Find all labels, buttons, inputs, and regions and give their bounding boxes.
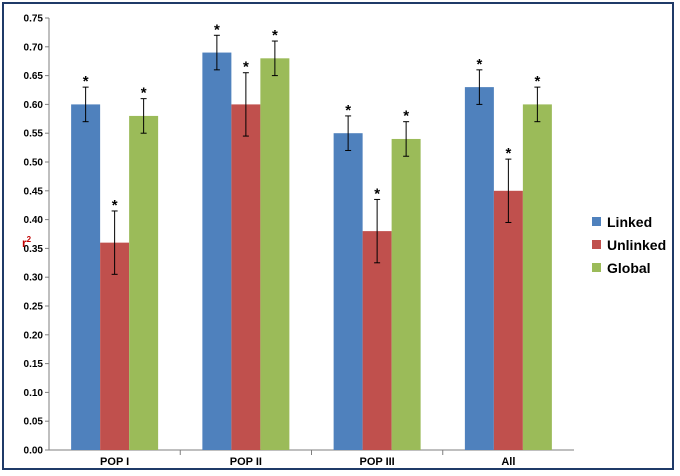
error-bars bbox=[82, 34, 541, 275]
y-tick-label: 0.10 bbox=[24, 388, 44, 399]
y-tick-label: 0.25 bbox=[24, 302, 44, 313]
legend-item: Linked bbox=[592, 210, 666, 233]
significance-star: * bbox=[214, 21, 220, 38]
legend-item: Unlinked bbox=[592, 233, 666, 256]
bar bbox=[202, 52, 232, 451]
chart-frame: 0.00 0.05 0.10 0.15 0.20 0.25 0.30 0.35 0.40 0.45… bbox=[2, 2, 674, 470]
y-tick-label: 0.55 bbox=[24, 129, 44, 140]
y-tick-label: 0.20 bbox=[24, 330, 44, 341]
bar bbox=[100, 242, 130, 450]
significance-star: * bbox=[345, 102, 351, 119]
x-category-label: All bbox=[501, 456, 515, 468]
bar-chart: 0.00 0.05 0.10 0.15 0.20 0.25 0.30 0.35 0.40 0.45… bbox=[22, 14, 574, 468]
bar bbox=[522, 104, 552, 451]
bar bbox=[362, 231, 392, 450]
y-axis-ticks: 0.00 0.05 0.10 0.15 0.20 0.25 0.30 0.35 0.40 0.45… bbox=[24, 14, 49, 457]
bar bbox=[464, 87, 494, 451]
y-tick-label: 0.65 bbox=[24, 71, 44, 82]
significance-star: * bbox=[403, 108, 409, 125]
legend-item: Global bbox=[592, 256, 666, 279]
significance-star: * bbox=[534, 73, 540, 90]
bar bbox=[129, 115, 159, 451]
significance-star: * bbox=[141, 85, 147, 102]
x-category-label: POP II bbox=[230, 456, 262, 468]
y-tick-label: 0.45 bbox=[24, 186, 44, 197]
y-tick-label: 0.35 bbox=[24, 244, 44, 255]
legend-swatch bbox=[592, 240, 601, 249]
significance-star: * bbox=[112, 197, 118, 214]
y-tick-label: 0.00 bbox=[24, 446, 44, 457]
significance-star: * bbox=[243, 59, 249, 76]
y-tick-label: 0.15 bbox=[24, 359, 44, 370]
y-axis-label: r2 bbox=[22, 235, 32, 250]
significance-star: * bbox=[476, 56, 482, 73]
x-category-label: POP I bbox=[100, 456, 129, 468]
y-tick-label: 0.75 bbox=[24, 14, 44, 25]
y-tick-label: 0.30 bbox=[24, 273, 44, 284]
legend-label: Unlinked bbox=[607, 236, 667, 253]
y-tick-label: 0.70 bbox=[24, 42, 44, 53]
legend-swatch bbox=[592, 217, 601, 226]
significance-star: * bbox=[83, 73, 89, 90]
significance-star: * bbox=[505, 145, 511, 162]
x-category-label: POP III bbox=[359, 456, 394, 468]
significance-star: * bbox=[374, 185, 380, 202]
significance-star: * bbox=[272, 27, 278, 44]
y-axis-label-main: r bbox=[22, 236, 27, 250]
bar bbox=[260, 58, 290, 450]
bar bbox=[391, 138, 421, 450]
bar bbox=[71, 104, 101, 451]
legend-swatch bbox=[592, 263, 601, 272]
bar bbox=[493, 190, 523, 451]
bar bbox=[333, 133, 363, 450]
bars bbox=[71, 52, 552, 451]
legend-label: Global bbox=[607, 259, 651, 276]
y-axis-label-superscript: 2 bbox=[27, 235, 32, 244]
y-tick-label: 0.50 bbox=[24, 158, 44, 169]
y-tick-label: 0.40 bbox=[24, 215, 44, 226]
bar bbox=[231, 104, 261, 451]
legend: Linked Unlinked Global bbox=[592, 210, 666, 279]
legend-label: Linked bbox=[607, 213, 653, 230]
y-tick-label: 0.05 bbox=[24, 417, 44, 428]
x-axis-categories: POP I POP II POP III All bbox=[100, 450, 515, 468]
significance-markers: * * * * * * * * * * * * bbox=[83, 21, 541, 214]
y-tick-label: 0.60 bbox=[24, 100, 44, 111]
